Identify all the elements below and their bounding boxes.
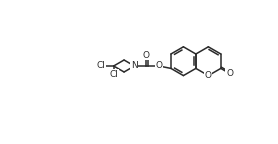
Text: Cl: Cl — [109, 70, 118, 79]
Text: N: N — [131, 61, 138, 71]
Text: O: O — [226, 69, 233, 78]
Text: O: O — [155, 61, 162, 71]
Text: Cl: Cl — [96, 61, 105, 71]
Text: O: O — [143, 51, 150, 60]
Text: O: O — [205, 71, 212, 80]
